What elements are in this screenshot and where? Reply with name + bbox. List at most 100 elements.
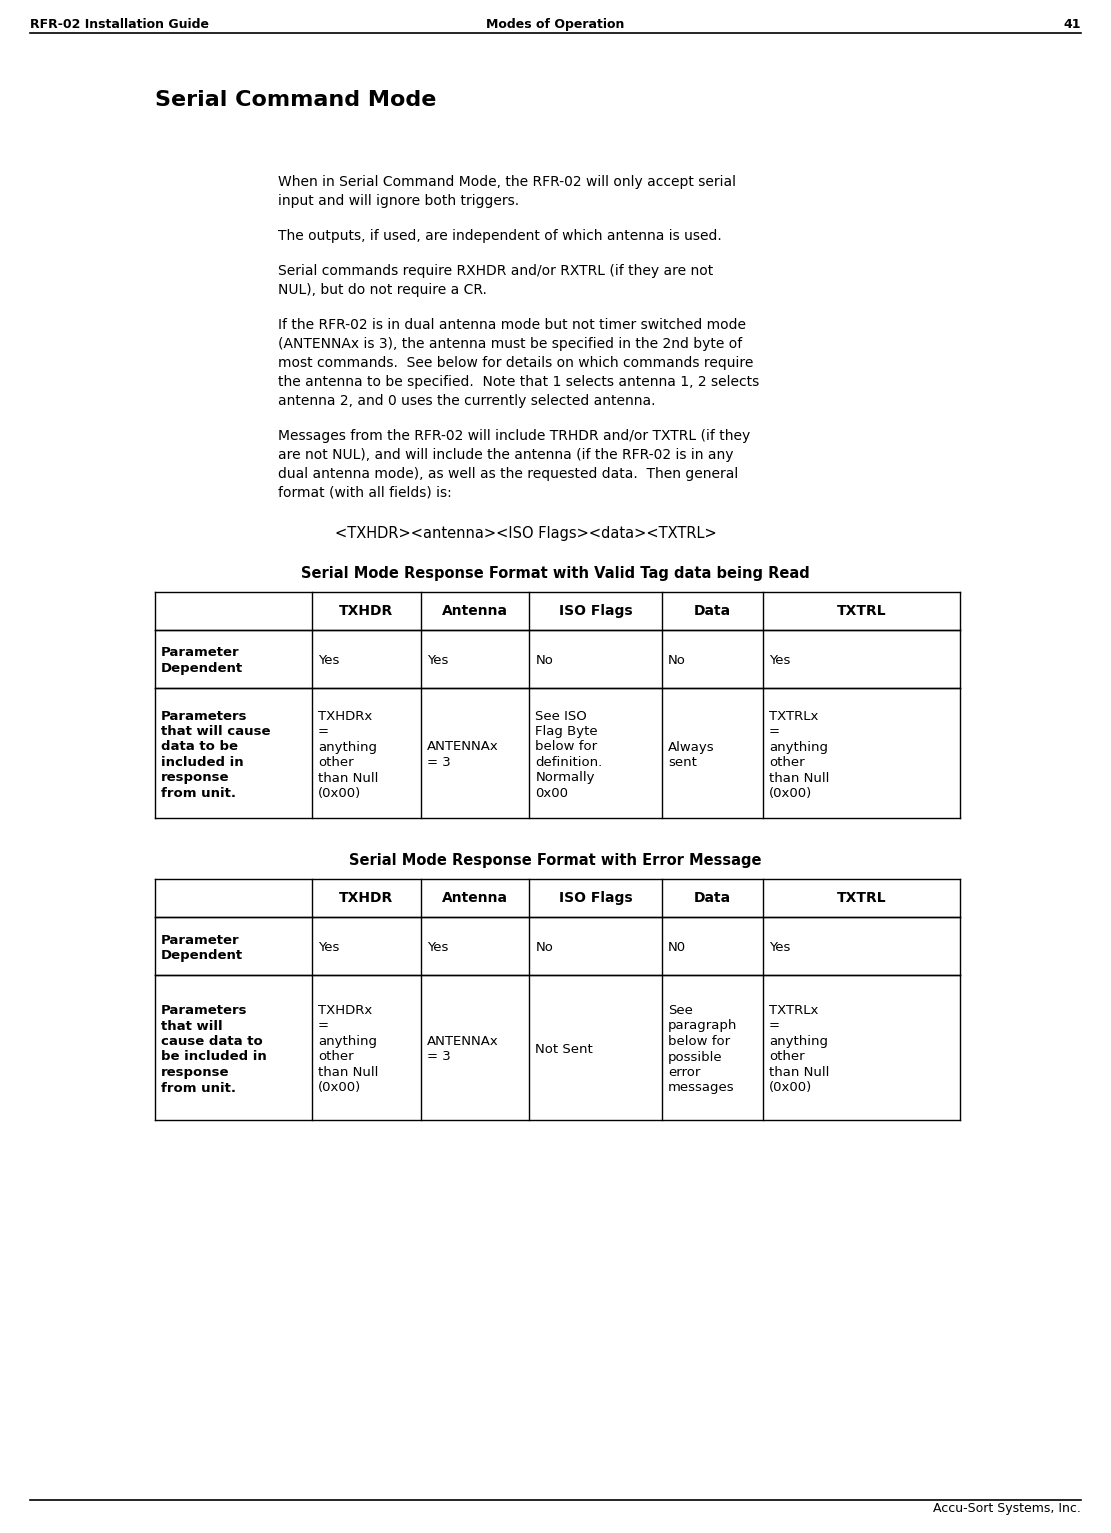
Text: below for: below for bbox=[536, 740, 598, 754]
Text: (ANTENNAx is 3), the antenna must be specified in the 2nd byte of: (ANTENNAx is 3), the antenna must be spe… bbox=[278, 337, 742, 351]
Text: Yes: Yes bbox=[318, 655, 339, 667]
Text: Serial Mode Response Format with Error Message: Serial Mode Response Format with Error M… bbox=[349, 852, 762, 868]
Text: input and will ignore both triggers.: input and will ignore both triggers. bbox=[278, 195, 519, 208]
Text: See ISO: See ISO bbox=[536, 710, 587, 722]
Text: response: response bbox=[161, 771, 230, 785]
Text: When in Serial Command Mode, the RFR-02 will only accept serial: When in Serial Command Mode, the RFR-02 … bbox=[278, 175, 735, 189]
Text: Normally: Normally bbox=[536, 771, 594, 785]
Text: response: response bbox=[161, 1065, 230, 1079]
Text: (0x00): (0x00) bbox=[318, 786, 361, 800]
Text: dual antenna mode), as well as the requested data.  Then general: dual antenna mode), as well as the reque… bbox=[278, 468, 738, 481]
Text: be included in: be included in bbox=[161, 1050, 267, 1064]
Text: messages: messages bbox=[668, 1081, 734, 1095]
Text: format (with all fields) is:: format (with all fields) is: bbox=[278, 486, 452, 500]
Text: Yes: Yes bbox=[427, 655, 448, 667]
Text: =: = bbox=[318, 725, 329, 737]
Text: 41: 41 bbox=[1063, 18, 1081, 31]
Text: =: = bbox=[769, 1019, 780, 1033]
Text: paragraph: paragraph bbox=[668, 1019, 738, 1033]
Text: that will: that will bbox=[161, 1019, 222, 1033]
Text: from unit.: from unit. bbox=[161, 1081, 236, 1095]
Text: than Null: than Null bbox=[318, 771, 379, 785]
Text: See: See bbox=[668, 1004, 693, 1016]
Text: cause data to: cause data to bbox=[161, 1035, 262, 1049]
Text: possible: possible bbox=[668, 1050, 723, 1064]
Text: =: = bbox=[769, 725, 780, 737]
Text: =: = bbox=[318, 1019, 329, 1033]
Text: are not NUL), and will include the antenna (if the RFR-02 is in any: are not NUL), and will include the anten… bbox=[278, 448, 733, 461]
Text: Data: Data bbox=[694, 604, 731, 618]
Text: Yes: Yes bbox=[318, 941, 339, 954]
Text: other: other bbox=[769, 1050, 804, 1064]
Text: Parameter: Parameter bbox=[161, 647, 240, 659]
Text: Yes: Yes bbox=[769, 941, 790, 954]
Text: other: other bbox=[769, 756, 804, 770]
Text: the antenna to be specified.  Note that 1 selects antenna 1, 2 selects: the antenna to be specified. Note that 1… bbox=[278, 376, 759, 389]
Text: Flag Byte: Flag Byte bbox=[536, 725, 598, 737]
Text: Antenna: Antenna bbox=[442, 891, 508, 904]
Text: 0x00: 0x00 bbox=[536, 786, 569, 800]
Text: included in: included in bbox=[161, 756, 243, 770]
Text: TXHDR: TXHDR bbox=[339, 604, 393, 618]
Text: sent: sent bbox=[668, 756, 697, 770]
Text: = 3: = 3 bbox=[427, 1050, 450, 1064]
Text: anything: anything bbox=[769, 1035, 828, 1049]
Text: error: error bbox=[668, 1065, 701, 1079]
Text: ISO Flags: ISO Flags bbox=[559, 891, 632, 904]
Text: Always: Always bbox=[668, 740, 714, 754]
Text: TXTRLx: TXTRLx bbox=[769, 1004, 818, 1016]
Text: other: other bbox=[318, 756, 353, 770]
Text: TXTRL: TXTRL bbox=[837, 604, 887, 618]
Text: Not Sent: Not Sent bbox=[536, 1042, 593, 1056]
Text: than Null: than Null bbox=[769, 771, 829, 785]
Text: than Null: than Null bbox=[318, 1065, 379, 1079]
Text: Messages from the RFR-02 will include TRHDR and/or TXTRL (if they: Messages from the RFR-02 will include TR… bbox=[278, 429, 750, 443]
Text: = 3: = 3 bbox=[427, 756, 450, 770]
Text: Parameters: Parameters bbox=[161, 1004, 248, 1016]
Text: TXHDR: TXHDR bbox=[339, 891, 393, 904]
Text: (0x00): (0x00) bbox=[318, 1081, 361, 1095]
Text: N0: N0 bbox=[668, 941, 687, 954]
Text: other: other bbox=[318, 1050, 353, 1064]
Text: If the RFR-02 is in dual antenna mode but not timer switched mode: If the RFR-02 is in dual antenna mode bu… bbox=[278, 317, 745, 333]
Text: anything: anything bbox=[769, 740, 828, 754]
Text: antenna 2, and 0 uses the currently selected antenna.: antenna 2, and 0 uses the currently sele… bbox=[278, 394, 655, 408]
Text: <TXHDR><antenna><ISO Flags><data><TXTRL>: <TXHDR><antenna><ISO Flags><data><TXTRL> bbox=[336, 526, 717, 541]
Text: TXHDRx: TXHDRx bbox=[318, 710, 372, 722]
Text: below for: below for bbox=[668, 1035, 730, 1049]
Text: Serial Mode Response Format with Valid Tag data being Read: Serial Mode Response Format with Valid T… bbox=[301, 566, 810, 581]
Text: NUL), but do not require a CR.: NUL), but do not require a CR. bbox=[278, 284, 487, 297]
Text: No: No bbox=[536, 941, 553, 954]
Text: anything: anything bbox=[318, 1035, 377, 1049]
Text: TXHDRx: TXHDRx bbox=[318, 1004, 372, 1016]
Text: TXTRLx: TXTRLx bbox=[769, 710, 818, 722]
Text: from unit.: from unit. bbox=[161, 786, 236, 800]
Text: Dependent: Dependent bbox=[161, 949, 243, 963]
Text: Parameter: Parameter bbox=[161, 934, 240, 946]
Text: ANTENNAx: ANTENNAx bbox=[427, 740, 499, 754]
Text: The outputs, if used, are independent of which antenna is used.: The outputs, if used, are independent of… bbox=[278, 228, 722, 244]
Text: that will cause: that will cause bbox=[161, 725, 270, 737]
Text: RFR-02 Installation Guide: RFR-02 Installation Guide bbox=[30, 18, 209, 31]
Text: Data: Data bbox=[694, 891, 731, 904]
Text: Parameters: Parameters bbox=[161, 710, 248, 722]
Text: Yes: Yes bbox=[427, 941, 448, 954]
Text: than Null: than Null bbox=[769, 1065, 829, 1079]
Text: anything: anything bbox=[318, 740, 377, 754]
Text: data to be: data to be bbox=[161, 740, 238, 754]
Text: definition.: definition. bbox=[536, 756, 602, 770]
Text: most commands.  See below for details on which commands require: most commands. See below for details on … bbox=[278, 356, 753, 369]
Text: No: No bbox=[536, 655, 553, 667]
Text: (0x00): (0x00) bbox=[769, 786, 812, 800]
Text: (0x00): (0x00) bbox=[769, 1081, 812, 1095]
Text: Antenna: Antenna bbox=[442, 604, 508, 618]
Text: Yes: Yes bbox=[769, 655, 790, 667]
Text: Serial commands require RXHDR and/or RXTRL (if they are not: Serial commands require RXHDR and/or RXT… bbox=[278, 264, 713, 277]
Text: Serial Command Mode: Serial Command Mode bbox=[156, 90, 437, 110]
Text: TXTRL: TXTRL bbox=[837, 891, 887, 904]
Text: Modes of Operation: Modes of Operation bbox=[487, 18, 624, 31]
Text: Dependent: Dependent bbox=[161, 662, 243, 675]
Text: ANTENNAx: ANTENNAx bbox=[427, 1035, 499, 1049]
Text: No: No bbox=[668, 655, 685, 667]
Text: ISO Flags: ISO Flags bbox=[559, 604, 632, 618]
